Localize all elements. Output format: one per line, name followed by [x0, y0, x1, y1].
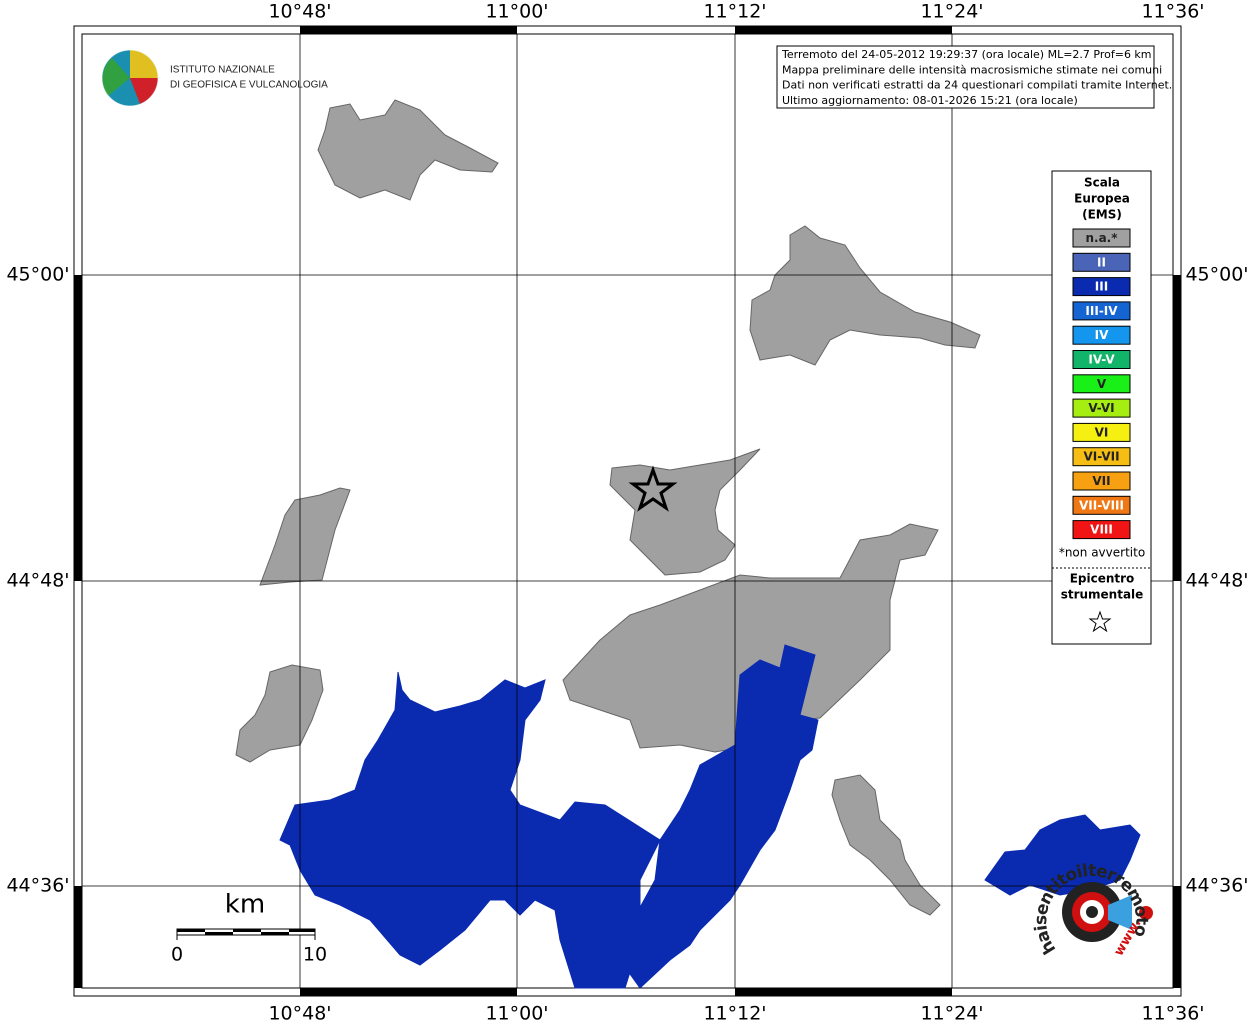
latitude-label: 44°48'	[1185, 570, 1248, 592]
legend-swatch	[1072, 374, 1131, 394]
area-na	[609, 448, 761, 576]
legend-title: Scala	[1084, 176, 1120, 190]
legend-label: III-IV	[1085, 304, 1118, 318]
legend-epicentre: strumentale	[1061, 588, 1144, 602]
area-iii	[984, 814, 1141, 896]
longitude-label: 11°24'	[920, 1003, 983, 1024]
legend-label: IV-V	[1088, 353, 1115, 367]
longitude-label: 11°12'	[703, 1003, 766, 1024]
info-line: Terremoto del 24-05-2012 19:29:37 (ora l…	[781, 48, 1152, 61]
info-box	[776, 45, 1155, 109]
longitude-label: 11°00'	[485, 1003, 548, 1024]
info-line: Ultimo aggiornamento: 08-01-2026 15:21 (…	[782, 94, 1078, 107]
scale-unit: km	[225, 890, 265, 920]
graticule	[82, 34, 1173, 988]
legend-label: II	[1097, 255, 1106, 269]
longitude-label: 11°36'	[1141, 1003, 1204, 1024]
area-iii	[279, 671, 661, 989]
longitude-label: 11°00'	[485, 1, 548, 23]
legend-swatch	[1072, 325, 1131, 345]
longitude-label: 11°24'	[920, 1, 983, 23]
logo-text: DI GEOFISICA E VULCANOLOGIA	[170, 80, 328, 91]
legend-label: VI-VII	[1083, 450, 1119, 464]
info-line: Dati non verificati estratti da 24 quest…	[782, 79, 1172, 92]
scale-bar	[176, 928, 316, 940]
latitude-label: 44°48'	[6, 570, 69, 592]
logo-text: ISTITUTO NAZIONALE	[170, 65, 275, 76]
longitude-label: 11°36'	[1141, 1, 1204, 23]
legend-label: VIII	[1090, 523, 1113, 537]
legend-title: Europea	[1074, 192, 1130, 206]
longitude-label: 10°48'	[268, 1, 331, 23]
legend-swatch	[1072, 398, 1131, 418]
area-na	[831, 774, 941, 916]
legend-swatch	[1072, 471, 1131, 491]
latitude-label: 44°36'	[1185, 875, 1248, 897]
legend-label: III	[1095, 280, 1108, 294]
legend-label: VI	[1095, 425, 1109, 439]
legend-label: V-VI	[1088, 401, 1114, 415]
area-na	[235, 664, 324, 763]
scale-label: 10	[303, 944, 327, 966]
legend-label: VII-VIII	[1079, 498, 1124, 512]
legend-swatch	[1072, 277, 1131, 297]
legend-swatch	[1072, 422, 1131, 442]
legend-swatch	[1072, 495, 1131, 515]
latitude-label: 45°00'	[6, 264, 69, 286]
longitude-label: 10°48'	[268, 1003, 331, 1024]
legend-note: *non avvertito	[1059, 546, 1145, 560]
area-na	[259, 487, 351, 586]
info-line: Mappa preliminare delle intensità macros…	[782, 63, 1162, 76]
scale-label: 0	[171, 944, 183, 966]
legend-swatch	[1072, 252, 1131, 272]
legend-label: VII	[1092, 474, 1110, 488]
legend-swatch	[1072, 301, 1131, 321]
legend-box	[1051, 170, 1152, 645]
legend-label: IV	[1095, 328, 1109, 342]
legend-swatch	[1072, 520, 1131, 540]
legend-label: V	[1097, 377, 1107, 391]
area-na	[317, 99, 499, 201]
area-na	[749, 225, 981, 366]
logo: ISTITUTO NAZIONALE DI GEOFISICA E VULCAN…	[101, 49, 328, 107]
legend-epicentre: Epicentro	[1070, 572, 1135, 586]
longitude-label: 11°12'	[703, 1, 766, 23]
epicentre-star	[628, 465, 678, 512]
latitude-label: 44°36'	[6, 875, 69, 897]
legend: ScalaEuropea(EMS)n.a.*IIIIIIII-IVIVIV-VV…	[1072, 176, 1131, 540]
area-iii	[619, 644, 819, 989]
info-lines: Terremoto del 24-05-2012 19:29:37 (ora l…	[781, 48, 1172, 107]
legend-star	[1088, 610, 1112, 633]
legend-label: n.a.*	[1085, 231, 1118, 245]
legend-swatch	[1072, 447, 1131, 467]
legend-swatch	[1072, 350, 1131, 369]
coordinate-labels: 10°48' 10°48' 11°00' 11°00' 11°12' 11°12' 11°2…	[6, 1, 1248, 1024]
legend-title: (EMS)	[1082, 208, 1122, 222]
frame-bars	[74, 26, 1181, 996]
latitude-label: 45°00'	[1185, 264, 1248, 286]
legend-swatch	[1072, 228, 1131, 248]
